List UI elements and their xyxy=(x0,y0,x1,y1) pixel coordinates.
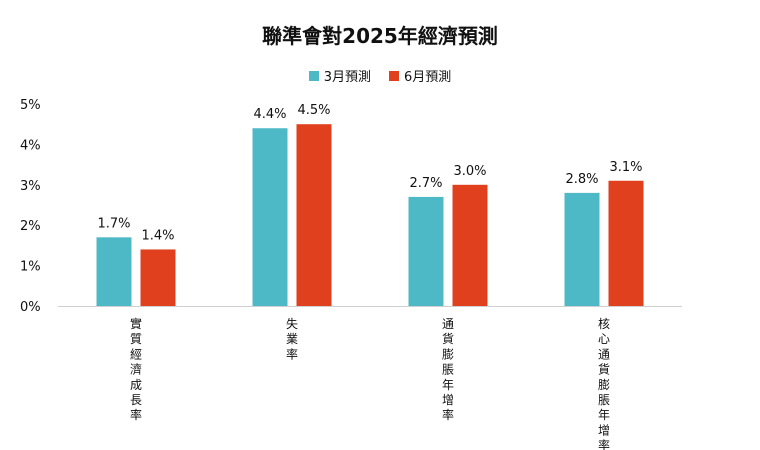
legend-label-june: 6月預測 xyxy=(404,70,452,85)
y-tick-label: 0% xyxy=(20,300,41,315)
bar xyxy=(608,180,644,306)
category-label: 率 xyxy=(598,438,610,450)
data-label: 3.1% xyxy=(609,160,642,175)
category-label: 濟 xyxy=(130,362,142,377)
y-tick-label: 1% xyxy=(20,260,41,275)
bar xyxy=(140,249,176,306)
category-label: 質 xyxy=(130,331,142,346)
category-label: 實 xyxy=(130,316,142,331)
category-label: 通 xyxy=(442,317,454,331)
category-label: 貨 xyxy=(442,331,454,346)
category-label: 膨 xyxy=(442,347,454,361)
category-label: 年 xyxy=(442,378,454,392)
data-label: 4.5% xyxy=(297,103,330,118)
bar xyxy=(296,124,332,306)
category-label: 經 xyxy=(130,347,142,361)
category-label: 率 xyxy=(286,346,298,361)
category-label: 膨 xyxy=(598,378,610,392)
legend-swatch-june xyxy=(389,70,399,81)
bar xyxy=(96,237,132,306)
category-label: 失 xyxy=(286,316,298,331)
bar xyxy=(564,192,600,306)
data-label: 1.7% xyxy=(97,216,130,231)
bar xyxy=(452,184,488,306)
category-label: 貨 xyxy=(598,362,610,377)
category-label: 率 xyxy=(442,407,454,422)
category-label: 通 xyxy=(598,347,610,361)
data-label: 1.4% xyxy=(141,228,174,243)
data-label: 4.4% xyxy=(253,107,286,122)
category-label: 核 xyxy=(598,317,610,331)
category-label: 脹 xyxy=(598,393,610,407)
category-label: 增 xyxy=(442,393,454,407)
category-label: 增 xyxy=(598,423,610,437)
data-label: 2.8% xyxy=(565,172,598,187)
category-label: 業 xyxy=(286,332,298,346)
category-label: 成 xyxy=(130,378,142,392)
data-label: 3.0% xyxy=(453,164,486,179)
legend-swatch-march xyxy=(308,70,319,81)
legend-entry-march: 3月預測 xyxy=(308,66,371,85)
bar xyxy=(252,128,288,306)
legend-label-march: 3月預測 xyxy=(323,70,371,85)
category-label: 脹 xyxy=(442,363,454,377)
category-label: 年 xyxy=(598,408,610,422)
category-label: 率 xyxy=(130,407,142,422)
legend-entry-june: 6月預測 xyxy=(389,66,451,85)
y-tick-label: 3% xyxy=(20,179,41,194)
y-tick-label: 5% xyxy=(20,98,41,113)
category-label: 心 xyxy=(598,332,610,346)
legend: 3月預測 6月預測 xyxy=(0,66,760,85)
chart-title: 聯準會對2025年經濟預測 xyxy=(262,24,498,48)
category-label: 長 xyxy=(130,393,142,407)
y-tick-label: 4% xyxy=(20,138,41,153)
bar xyxy=(408,196,444,306)
y-tick-label: 2% xyxy=(20,219,41,234)
data-label: 2.7% xyxy=(409,176,442,191)
